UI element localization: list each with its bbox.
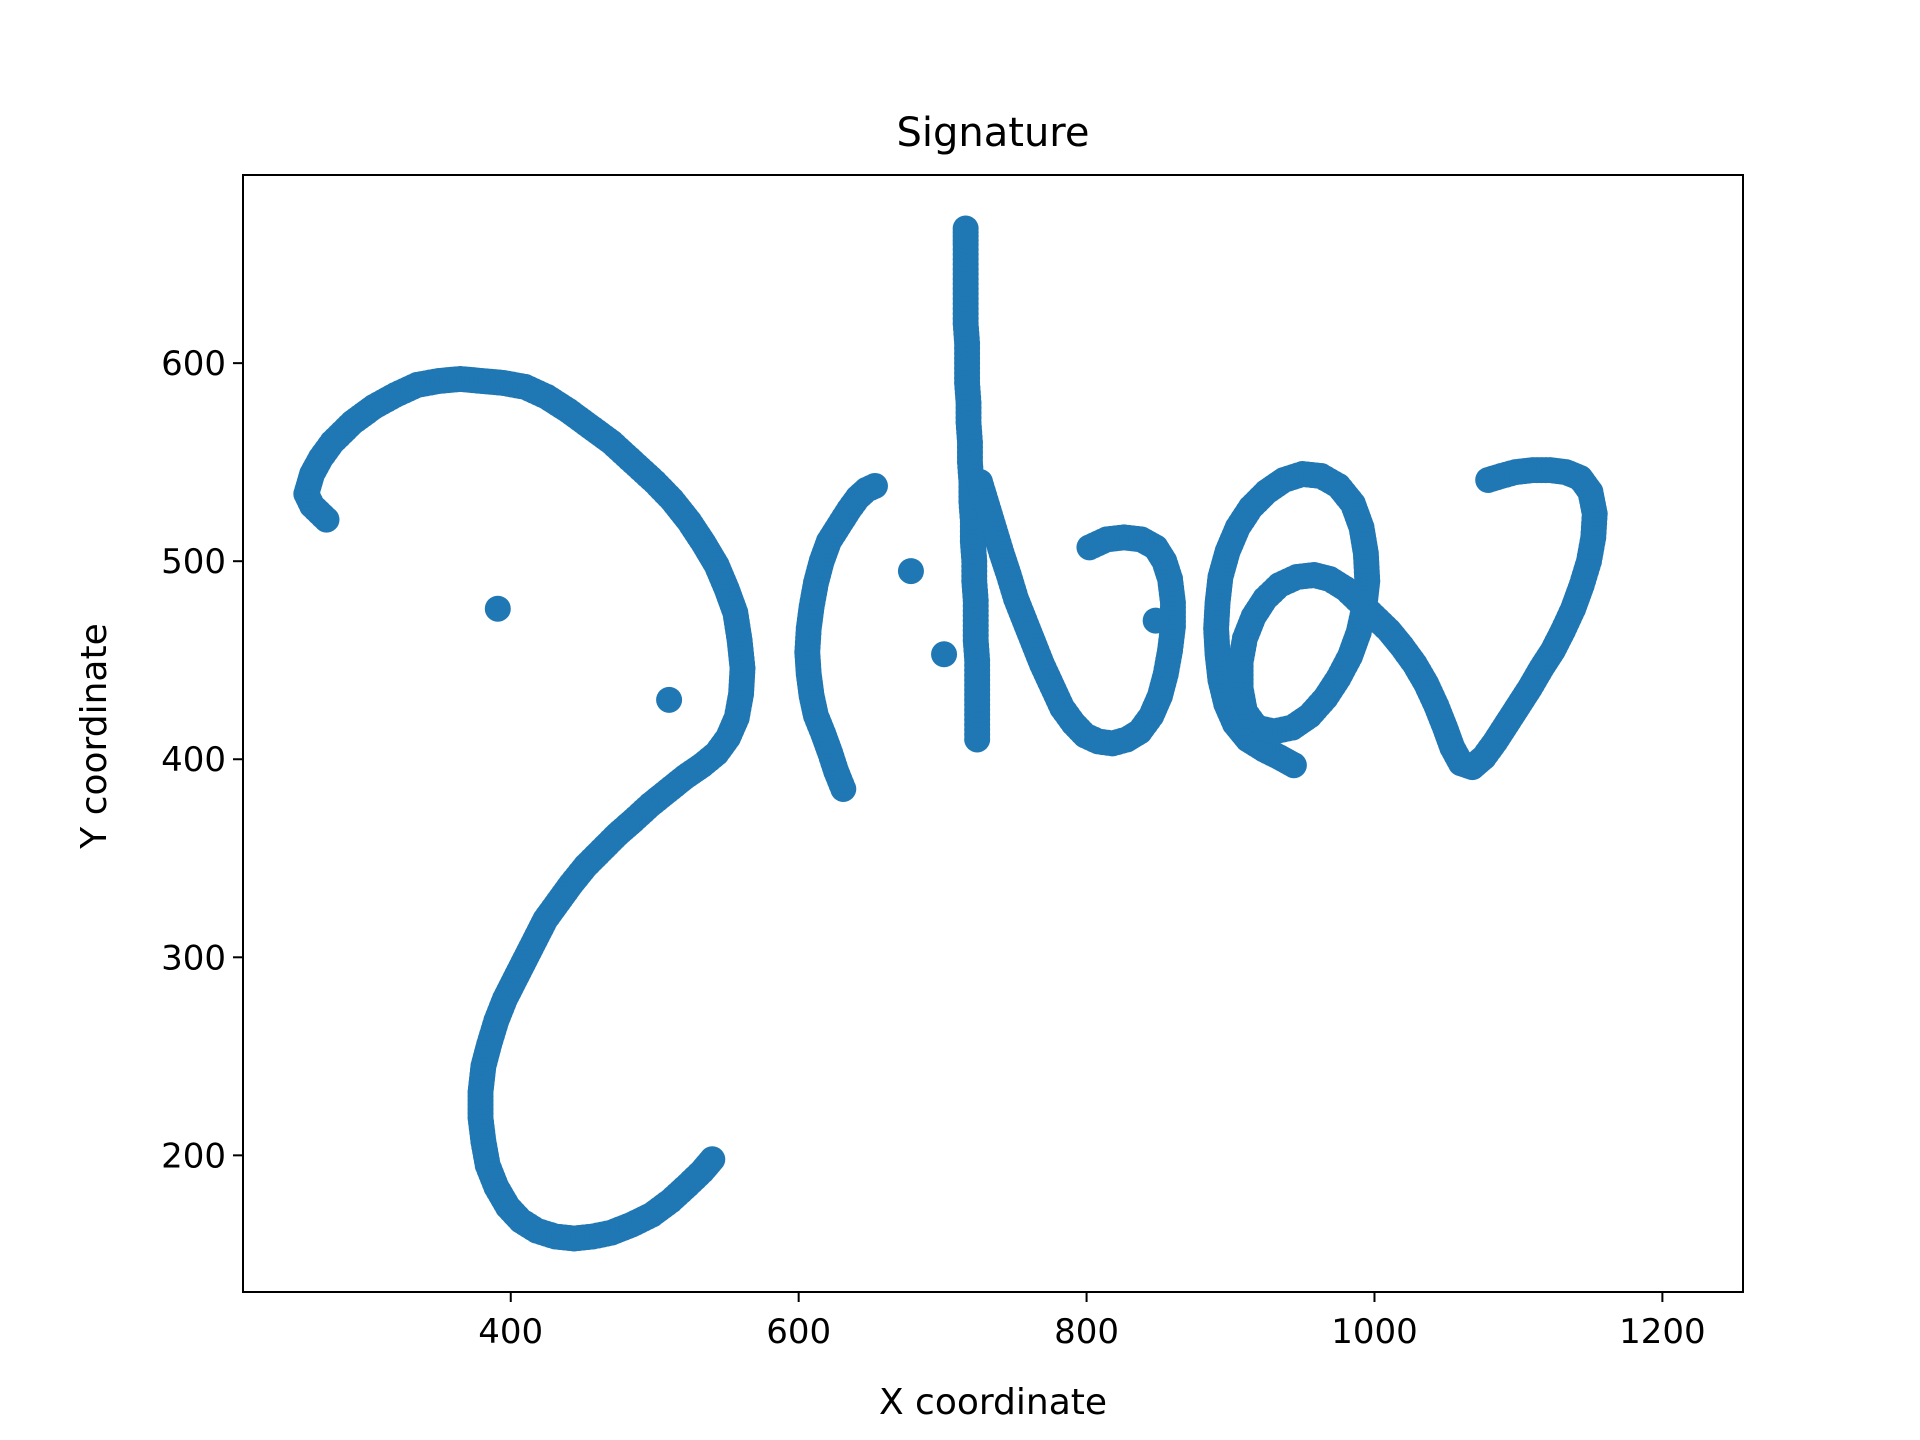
x-tick-label: 1000 bbox=[1331, 1312, 1418, 1352]
y-tick-label: 600 bbox=[161, 344, 226, 384]
x-axis-ticks: 400 600 800 1000 1200 bbox=[478, 1292, 1706, 1352]
y-tick-label: 400 bbox=[161, 740, 226, 780]
data-point bbox=[861, 472, 888, 499]
signature-stroke bbox=[967, 468, 1186, 757]
x-axis-label: X coordinate bbox=[879, 1382, 1107, 1423]
x-tick-label: 800 bbox=[1054, 1312, 1119, 1352]
y-tick-label: 200 bbox=[161, 1136, 226, 1176]
x-tick-label: 600 bbox=[766, 1312, 831, 1352]
plot-area bbox=[293, 215, 1608, 1252]
isolated-data-point bbox=[656, 686, 683, 713]
signature-stroke bbox=[293, 365, 756, 1252]
isolated-data-point bbox=[484, 595, 511, 622]
isolated-data-point bbox=[1142, 607, 1169, 634]
y-axis-label: Y coordinate bbox=[74, 623, 115, 849]
data-point bbox=[1076, 534, 1103, 561]
data-point bbox=[952, 215, 979, 242]
isolated-data-point bbox=[897, 558, 924, 585]
y-tick-label: 500 bbox=[161, 542, 226, 582]
signature-stroke bbox=[1203, 457, 1608, 781]
y-axis-ticks: 200 300 400 500 600 bbox=[161, 344, 243, 1176]
x-tick-label: 400 bbox=[478, 1312, 543, 1352]
plot-frame bbox=[242, 174, 1744, 1293]
chart-title: Signature bbox=[897, 110, 1090, 156]
isolated-data-point bbox=[931, 641, 958, 668]
x-tick-label: 1200 bbox=[1619, 1312, 1706, 1352]
signature-stroke bbox=[794, 472, 888, 802]
data-point bbox=[1475, 466, 1502, 493]
data-point bbox=[699, 1146, 726, 1173]
y-tick-label: 300 bbox=[161, 938, 226, 978]
signature-stroke bbox=[952, 215, 991, 753]
